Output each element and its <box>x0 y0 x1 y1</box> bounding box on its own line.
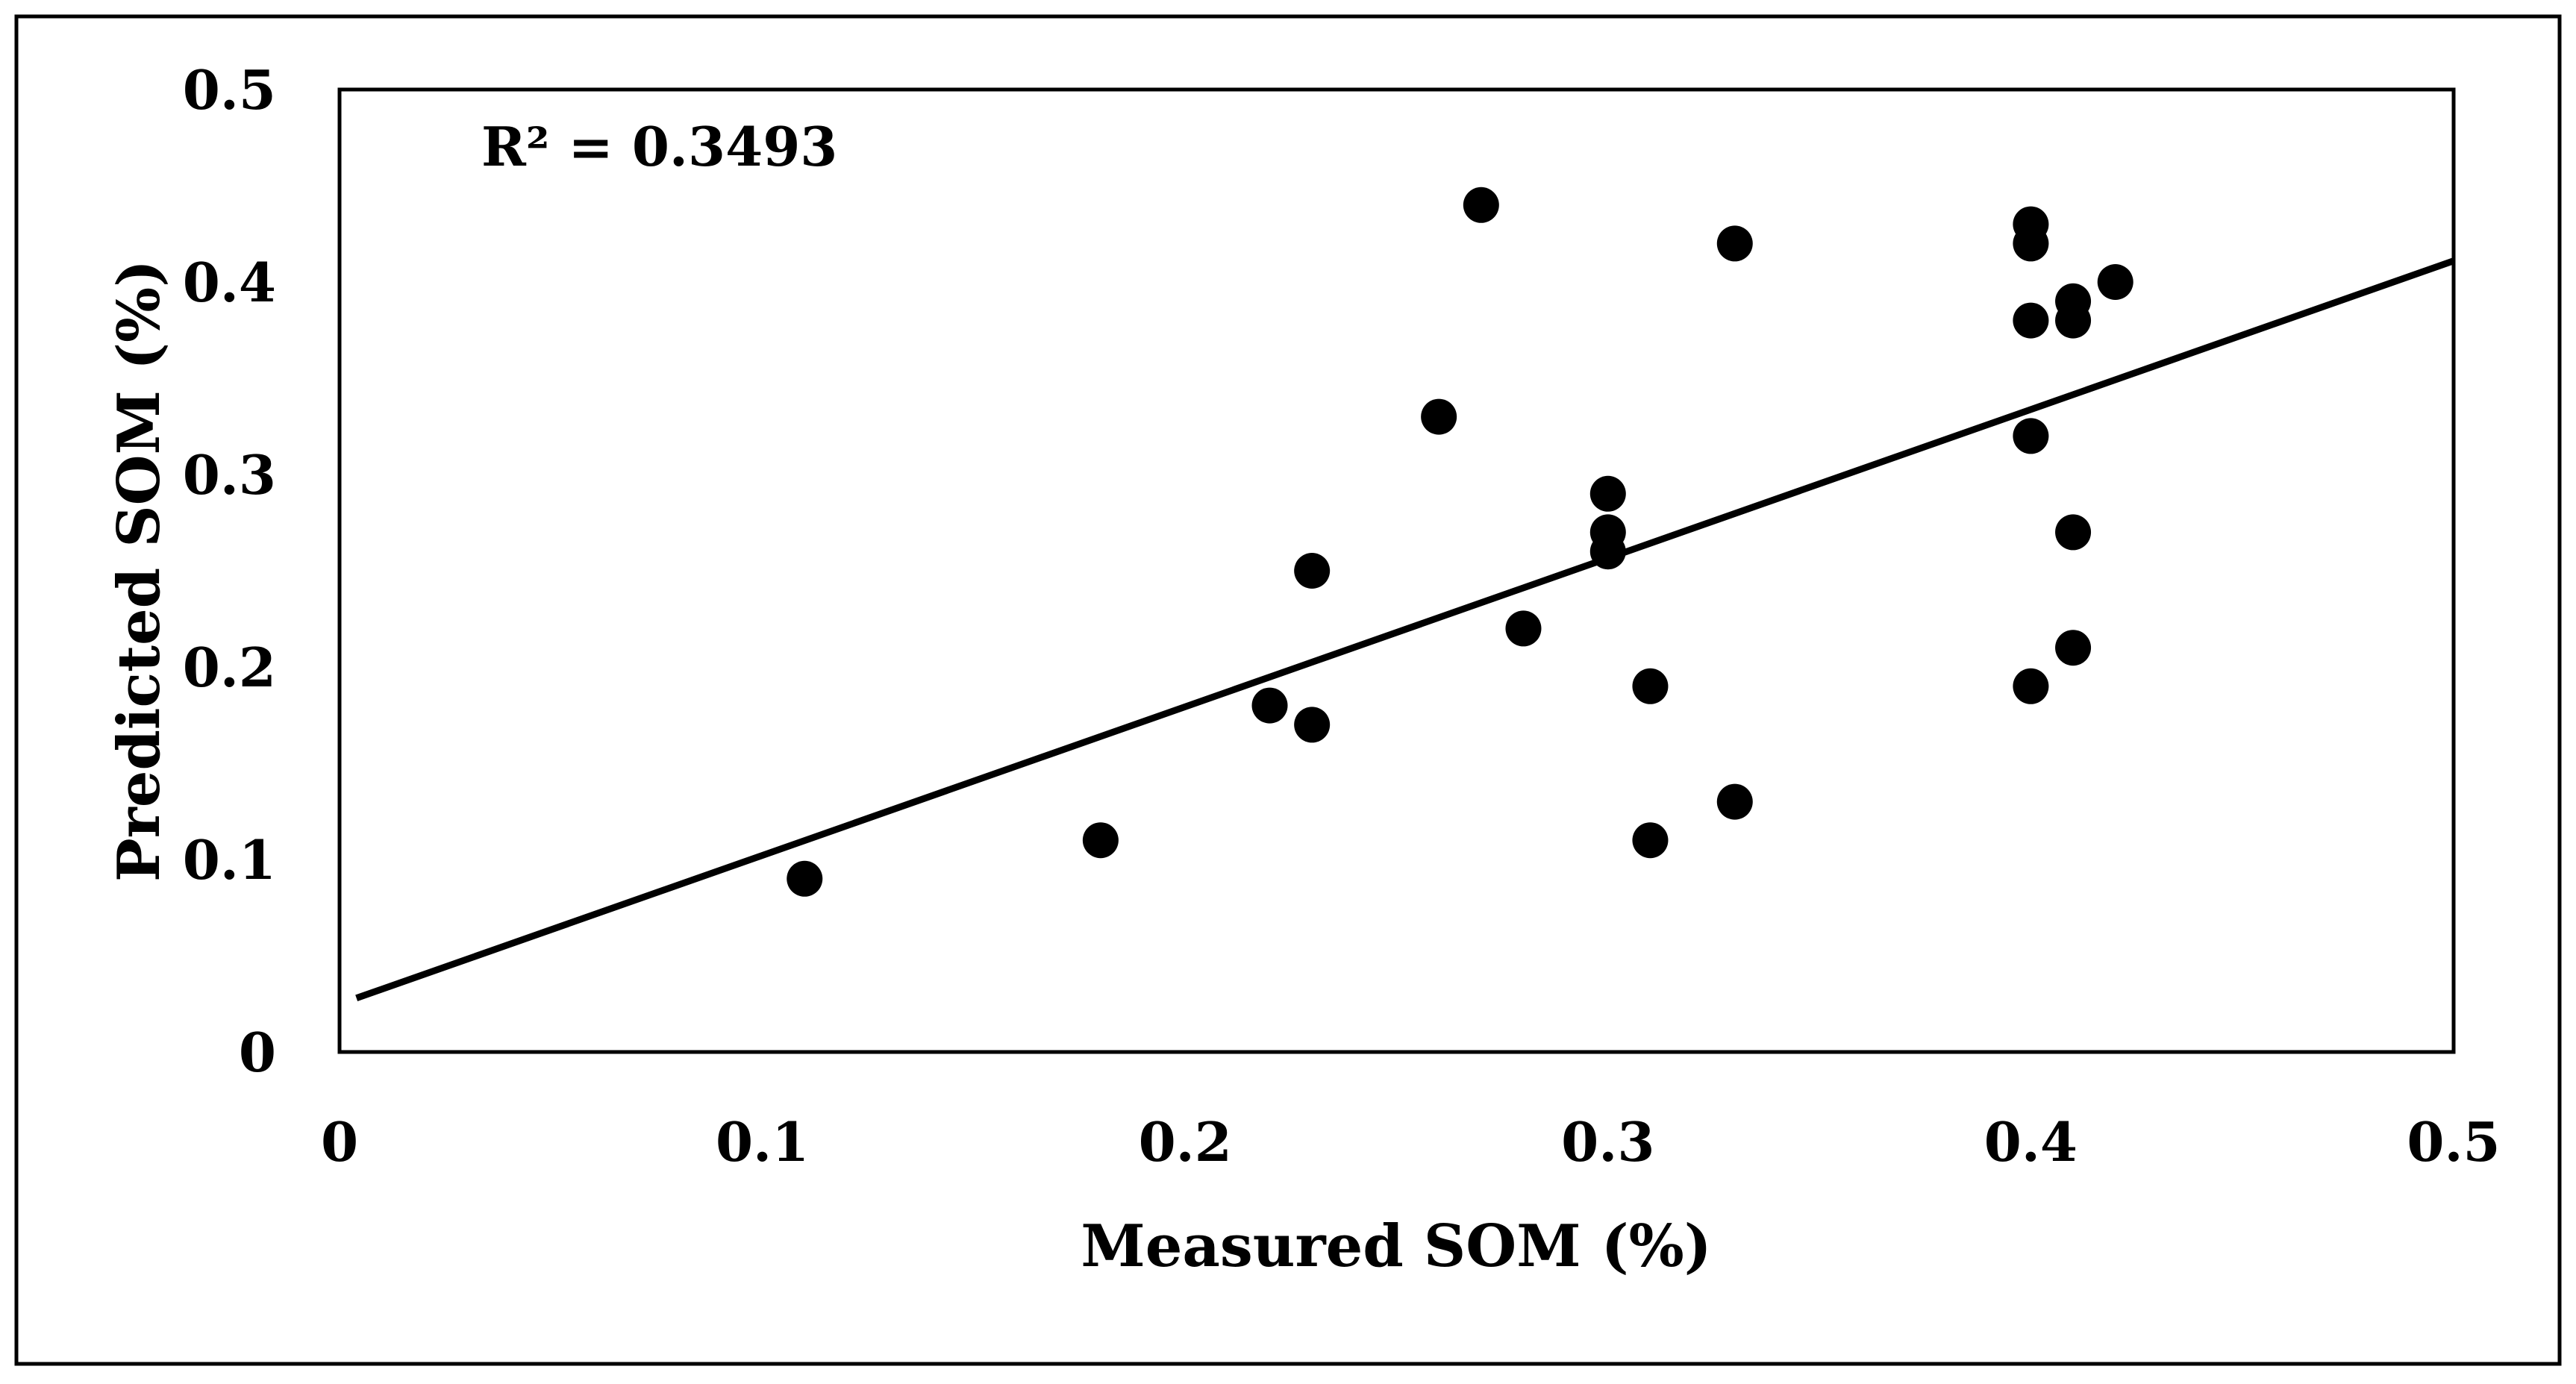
data-point <box>1505 610 1542 647</box>
x-axis-tick-labels: 0 0.1 0.2 0.3 0.4 0.5 <box>321 1110 2501 1174</box>
y-tick-label: 0 <box>239 1021 276 1084</box>
x-tick-label: 0.4 <box>1984 1110 2078 1174</box>
x-tick-label: 0.5 <box>2407 1110 2500 1174</box>
data-point <box>787 860 823 897</box>
data-point <box>1421 398 1457 435</box>
data-point <box>2013 418 2049 454</box>
data-point <box>1632 822 1669 859</box>
x-tick-label: 0.2 <box>1139 1110 1232 1174</box>
data-point <box>1082 822 1119 859</box>
data-point <box>1294 707 1331 743</box>
plot-area <box>337 87 2456 1054</box>
data-point <box>1716 783 1753 820</box>
y-axis-title: Predicted SOM (%) <box>105 260 173 882</box>
x-tick-label: 0 <box>321 1110 358 1174</box>
data-point <box>2097 264 2133 300</box>
data-point <box>1294 553 1331 589</box>
scatter-points <box>787 187 2133 897</box>
r-squared-annotation: R² = 0.3493 <box>481 115 837 178</box>
y-axis-tick-labels: 0 0.1 0.2 0.3 0.4 0.5 <box>183 58 276 1084</box>
data-point <box>2055 302 2092 339</box>
x-axis-title: Measured SOM (%) <box>1081 1212 1711 1280</box>
data-point <box>2055 514 2092 551</box>
data-point <box>2055 630 2092 666</box>
y-tick-label: 0.3 <box>183 443 276 507</box>
data-point <box>2013 302 2049 339</box>
data-point <box>1589 475 1626 512</box>
x-tick-label: 0.1 <box>716 1110 809 1174</box>
y-tick-label: 0.5 <box>183 58 276 122</box>
data-point <box>2013 668 2049 704</box>
data-point <box>1251 687 1288 724</box>
y-tick-label: 0.4 <box>183 251 276 314</box>
data-point <box>1716 225 1753 262</box>
data-point <box>1463 187 1499 223</box>
x-tick-label: 0.3 <box>1561 1110 1654 1174</box>
data-point <box>1589 533 1626 570</box>
data-point <box>2013 225 2049 262</box>
y-tick-label: 0.1 <box>183 828 276 892</box>
trendline <box>355 257 2455 1002</box>
data-point <box>1632 668 1669 704</box>
y-tick-label: 0.2 <box>183 636 276 699</box>
